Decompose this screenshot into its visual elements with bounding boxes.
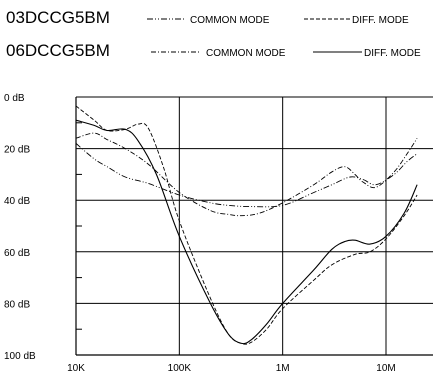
legend-entry-label: COMMON MODE (206, 48, 286, 59)
x-tick-label: 100K (168, 363, 192, 374)
y-tick-label: 0 dB (4, 93, 25, 104)
legend-model-name: 03DCCG5BM (6, 8, 110, 27)
y-tick-label: 20 dB (4, 145, 30, 156)
x-tick-label: 1M (276, 363, 290, 374)
y-tick-label: 100 dB (4, 351, 36, 362)
y-tick-label: 60 dB (4, 248, 30, 259)
series-line-4 (75, 119, 418, 345)
series-group (75, 105, 418, 345)
series-line-2 (75, 105, 418, 345)
axes: 10K 100K 1M 10M 0 dB 20 dB 40 dB 60 dB 80 dB 100 … (4, 93, 433, 374)
series-line-3 (75, 132, 418, 217)
x-tick-label: 10M (376, 363, 395, 374)
grid (75, 96, 433, 356)
legend: 03DCCG5BM COMMON MODE DIFF. MODE 06DCCG5BM C… (6, 8, 421, 60)
legend-model-name: 06DCCG5BM (6, 41, 110, 60)
y-tick-label: 80 dB (4, 299, 30, 310)
legend-entry-label: DIFF. MODE (352, 15, 409, 26)
legend-entry-label: DIFF. MODE (364, 48, 421, 59)
legend-entry-label: COMMON MODE (190, 15, 270, 26)
x-tick-label: 10K (67, 363, 85, 374)
y-tick-label: 40 dB (4, 196, 30, 207)
series-line-1 (75, 143, 418, 208)
